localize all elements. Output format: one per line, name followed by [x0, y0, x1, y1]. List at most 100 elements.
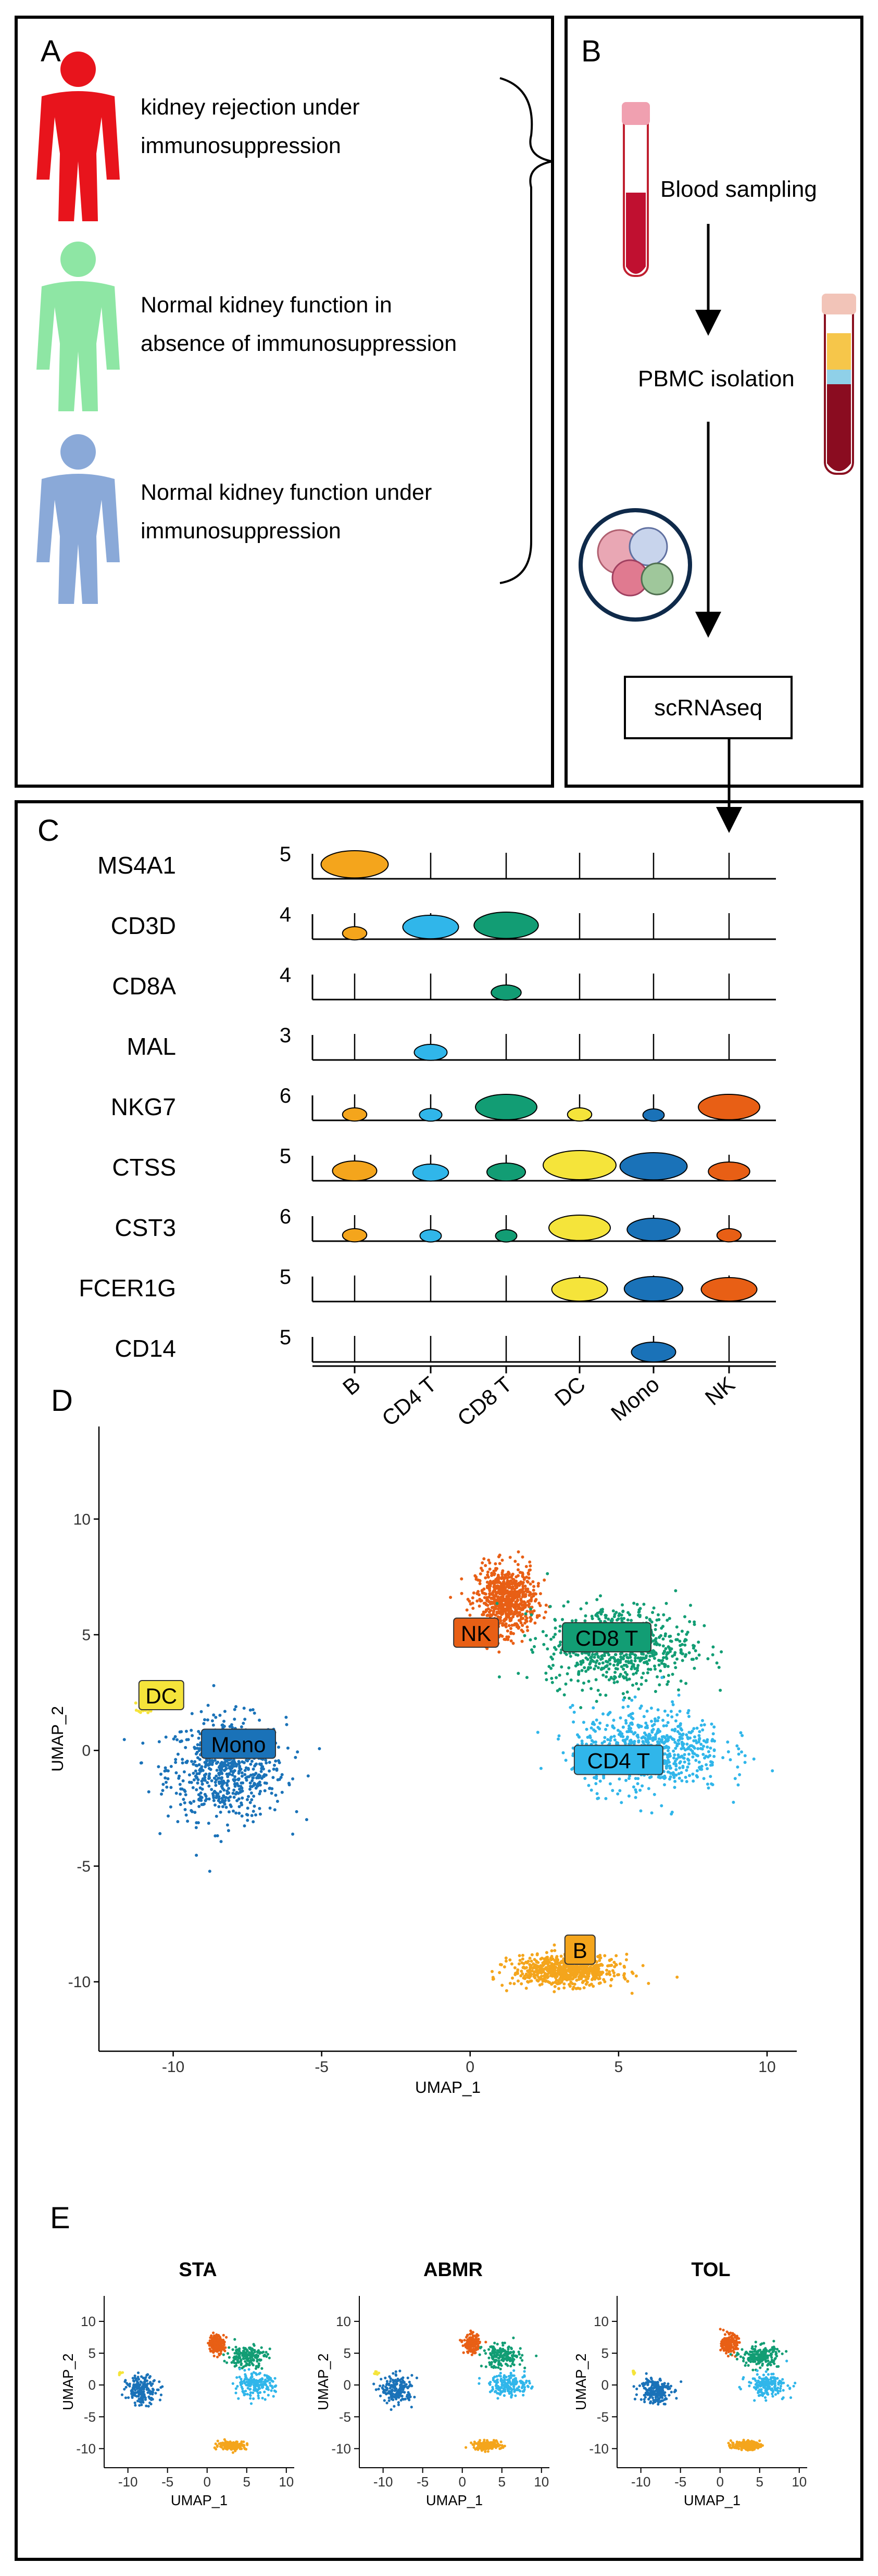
cluster-points — [632, 2369, 636, 2376]
y-axis-label: UMAP_2 — [48, 1706, 67, 1772]
x-tick-label: CD8 T — [453, 1372, 517, 1431]
patient-group-line: kidney rejection under — [141, 95, 360, 120]
cluster-points — [120, 2371, 164, 2408]
split-umap-plots: STA -10 -5 0 5 10 10 5 0 -5 -10 UMAP_1 UMAP_2 ABMR -10… — [60, 2259, 807, 2508]
scatter-points — [122, 1550, 774, 1995]
gene-ymax-label: 5 — [280, 1326, 291, 1349]
violin-mark — [698, 1094, 760, 1120]
y-tick-label: -10 — [76, 2441, 96, 2456]
step-scrnaseq: scRNAseq — [654, 695, 762, 721]
cluster-points — [459, 2329, 487, 2356]
cluster-points — [729, 2340, 788, 2371]
x-tick-label: 5 — [614, 2059, 623, 2076]
violin-mark — [631, 1342, 676, 1362]
violin-mark — [619, 1152, 688, 1181]
cluster-label-box — [201, 1728, 276, 1759]
y-tick-label: -5 — [84, 2409, 96, 2425]
cluster-label: CD4 T — [587, 1748, 650, 1773]
y-tick-label: 5 — [82, 1627, 91, 1644]
cluster-points — [449, 1550, 551, 1654]
x-tick-label: 5 — [243, 2474, 250, 2490]
y-tick-label: 0 — [89, 2377, 96, 2393]
x-tick-label: 10 — [758, 2059, 775, 2076]
gene-ymax-label: 5 — [280, 1145, 291, 1168]
violin-mark — [716, 1228, 742, 1243]
y-tick-label: 0 — [601, 2377, 609, 2393]
person-icon — [36, 434, 120, 604]
panel-a-label: A — [41, 34, 61, 68]
cluster-points — [478, 2369, 534, 2400]
cluster-points — [372, 2369, 419, 2411]
patient-group-line: absence of immunosuppression — [141, 331, 457, 356]
panel-d-label: D — [51, 1384, 73, 1418]
split-umap-subplot: TOL -10 -5 0 5 10 10 5 0 -5 -10 UMAP_1 UMAP_2 — [573, 2259, 807, 2508]
x-tick-label: Mono — [606, 1372, 664, 1426]
y-tick-label: 5 — [344, 2345, 351, 2361]
y-tick-label: 10 — [594, 2314, 609, 2329]
x-tick-label: -10 — [631, 2474, 651, 2490]
x-tick-label: -10 — [373, 2474, 393, 2490]
violin-mark — [491, 984, 522, 1001]
x-tick-label: 0 — [716, 2474, 723, 2490]
violin-mark — [551, 1277, 608, 1302]
cluster-label: B — [573, 1938, 587, 1963]
cluster-points — [222, 2338, 271, 2370]
patient-group-line: Normal kidney function under — [141, 480, 432, 505]
violin-mark — [342, 1228, 368, 1243]
panel-b-frame — [565, 16, 863, 788]
violin-mark — [548, 1215, 611, 1241]
violin-mark — [567, 1107, 593, 1122]
violin-mark — [495, 1229, 518, 1243]
gene-ymax-label: 5 — [280, 1266, 291, 1289]
y-tick-label: 10 — [73, 1511, 91, 1528]
cluster-label-box — [573, 1745, 663, 1775]
gene-label: CTSS — [112, 1154, 176, 1181]
cells-icon — [579, 508, 692, 622]
panel-c-label: C — [37, 814, 59, 848]
x-tick-label: -10 — [162, 2059, 184, 2076]
violin-mark — [642, 1108, 665, 1122]
subplot-title: ABMR — [423, 2259, 483, 2281]
cluster-points — [373, 2370, 381, 2376]
cluster-points — [213, 2438, 249, 2454]
violin-mark — [473, 912, 539, 939]
cluster-points — [727, 2439, 764, 2452]
x-tick-label: -10 — [118, 2474, 138, 2490]
cluster-label: CD8 T — [575, 1626, 638, 1650]
x-tick-label: 5 — [498, 2474, 506, 2490]
cluster-points — [478, 2337, 538, 2371]
violin-mark — [413, 1044, 448, 1061]
scrnaseq-box — [624, 676, 793, 739]
y-axis-label: UMAP_2 — [573, 2353, 589, 2410]
gene-label: NKG7 — [111, 1093, 176, 1120]
x-tick-label: 5 — [756, 2474, 763, 2490]
cluster-label-box — [564, 1934, 596, 1965]
violin-mark — [475, 1094, 537, 1120]
y-axis-label: UMAP_2 — [315, 2353, 331, 2410]
y-tick-label: 10 — [81, 2314, 96, 2329]
violin-mark — [543, 1150, 617, 1180]
gene-label: CST3 — [115, 1214, 176, 1241]
step-blood-sampling: Blood sampling — [660, 176, 817, 202]
gene-label: CD3D — [111, 912, 176, 939]
scatter-points — [372, 2329, 538, 2453]
split-umap-subplot: STA -10 -5 0 5 10 10 5 0 -5 -10 UMAP_1 UMAP_2 — [60, 2259, 294, 2508]
cluster-label-box — [562, 1622, 652, 1652]
x-tick-label: 10 — [279, 2474, 294, 2490]
violin-mark — [708, 1161, 750, 1182]
x-tick-label: B — [338, 1372, 365, 1400]
x-tick-label: -5 — [417, 2474, 429, 2490]
step-pbmc-isolation: PBMC isolation — [638, 366, 795, 392]
y-tick-label: -5 — [77, 1858, 91, 1875]
cluster-points — [122, 1684, 321, 1873]
x-tick-label: 10 — [534, 2474, 549, 2490]
y-tick-label: -5 — [339, 2409, 351, 2425]
scatter-points — [632, 2328, 797, 2452]
scatter-points — [118, 2331, 278, 2454]
patient-group-line: immunosuppression — [141, 519, 341, 544]
x-tick-label: DC — [550, 1372, 590, 1411]
violin-mark — [700, 1277, 758, 1302]
gene-ymax-label: 6 — [280, 1084, 291, 1107]
gene-label: CD14 — [115, 1335, 176, 1362]
cluster-label-box — [138, 1680, 184, 1710]
